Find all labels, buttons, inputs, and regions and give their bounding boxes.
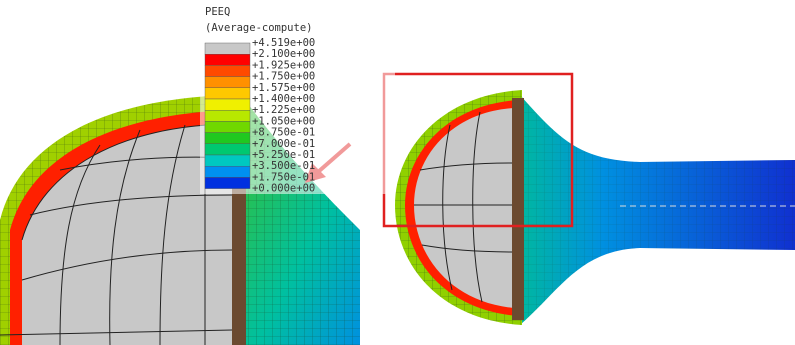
legend-label: +1.925e+00 — [252, 59, 315, 71]
legend-swatch — [205, 77, 250, 88]
right-model — [395, 90, 795, 325]
legend: PEEQ (Average-compute) +4.519e+00+2.100e… — [200, 4, 395, 195]
legend-swatch — [205, 144, 250, 155]
legend-label: +1.575e+00 — [252, 82, 315, 94]
legend-swatch — [205, 155, 250, 166]
legend-swatch — [205, 121, 250, 132]
legend-title: PEEQ — [205, 6, 230, 18]
legend-label: +0.000e+00 — [252, 183, 315, 195]
legend-label: +3.500e-01 — [252, 160, 315, 172]
legend-swatch — [205, 88, 250, 99]
legend-swatch — [205, 54, 250, 65]
legend-subtitle: (Average-compute) — [205, 22, 312, 34]
legend-swatch — [205, 110, 250, 121]
legend-swatch — [205, 166, 250, 177]
legend-label: +5.250e-01 — [252, 149, 315, 161]
legend-label: +8.750e-01 — [252, 127, 315, 139]
legend-swatch — [205, 177, 250, 188]
figure: PEEQ (Average-compute) +4.519e+00+2.100e… — [0, 0, 795, 345]
legend-swatch — [205, 133, 250, 144]
legend-label: +1.750e-01 — [252, 171, 315, 183]
legend-swatch — [205, 43, 250, 54]
legend-label: +1.050e+00 — [252, 115, 315, 127]
legend-label: +1.400e+00 — [252, 93, 315, 105]
legend-label: +1.750e+00 — [252, 71, 315, 83]
legend-label: +1.225e+00 — [252, 104, 315, 116]
legend-label: +2.100e+00 — [252, 48, 315, 60]
legend-swatch — [205, 65, 250, 76]
legend-label: +4.519e+00 — [252, 37, 315, 49]
legend-swatch — [205, 99, 250, 110]
legend-label: +7.000e-01 — [252, 138, 315, 150]
